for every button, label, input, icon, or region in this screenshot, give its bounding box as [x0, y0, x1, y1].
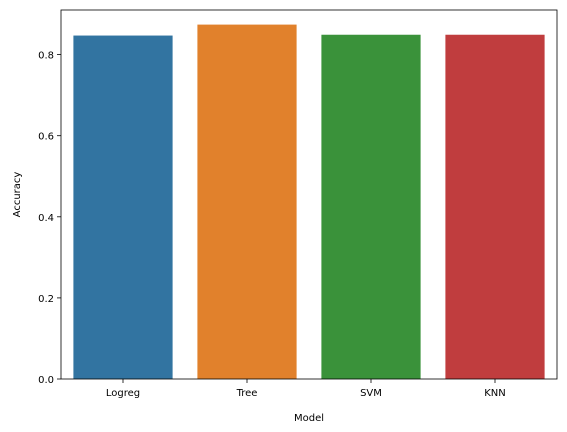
- y-tick-label: 0.6: [38, 132, 54, 143]
- x-tick-label: Tree: [236, 388, 258, 399]
- y-axis-label: Accuracy: [12, 172, 23, 218]
- y-tick-label: 0.0: [38, 375, 54, 386]
- x-axis-label: Model: [294, 413, 324, 424]
- y-axis-ticks: 0.0 0.2 0.4 0.6 0.8: [38, 51, 61, 386]
- bar-tree: [197, 24, 297, 379]
- y-tick-label: 0.4: [38, 213, 54, 224]
- bar-svm: [321, 34, 421, 380]
- bar-logreg: [73, 35, 173, 380]
- x-tick-label: Logreg: [106, 388, 140, 399]
- x-tick-label: KNN: [484, 388, 506, 399]
- y-tick-label: 0.2: [38, 294, 54, 305]
- bar-knn: [445, 34, 545, 380]
- y-tick-label: 0.8: [38, 51, 54, 62]
- axes-frame: [60, 9, 558, 380]
- bars-group: [73, 24, 545, 380]
- x-tick-label: SVM: [360, 388, 382, 399]
- x-axis-ticks: Logreg Tree SVM KNN: [106, 379, 506, 399]
